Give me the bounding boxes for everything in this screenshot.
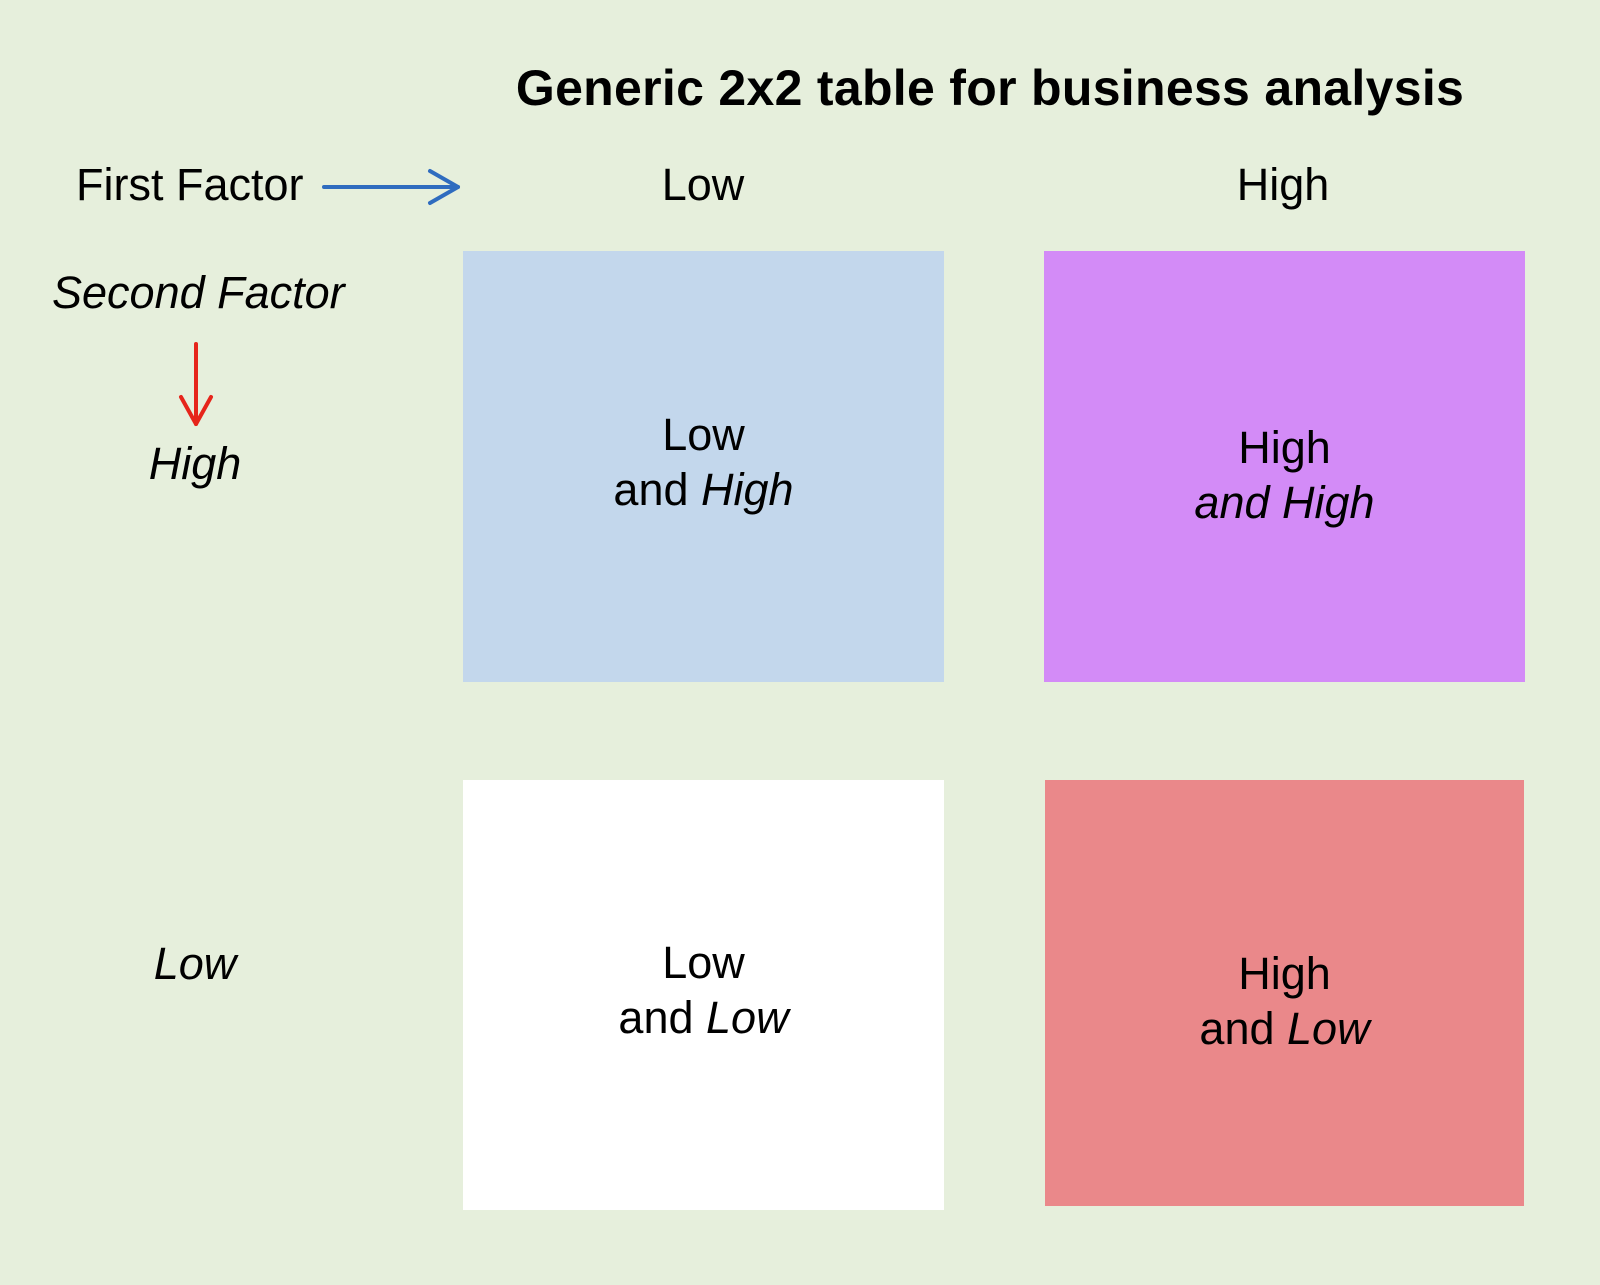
cell-line-second: and High: [613, 463, 793, 518]
cell-line-first: Low: [662, 408, 745, 460]
cell-line-second: and Low: [1199, 1002, 1369, 1057]
cell-line-first: Low: [662, 937, 745, 989]
cell-line-first: High: [1238, 421, 1331, 473]
cell-high-and-high: High and High: [1044, 251, 1525, 682]
first-factor-label: First Factor: [76, 159, 304, 210]
cell-low-and-low: Low and Low: [463, 780, 944, 1210]
column-header-high: High: [1236, 159, 1330, 210]
cell-line-second: and Low: [618, 991, 788, 1046]
cell-text-italic: High: [701, 463, 794, 515]
cell-high-and-low: High and Low: [1045, 780, 1524, 1206]
arrow-right-icon: [322, 169, 460, 205]
cell-line-second: and High: [1194, 476, 1375, 528]
cell-text-plain: and: [613, 463, 702, 515]
row-header-high: High: [148, 438, 242, 489]
cell-low-and-high: Low and High: [463, 251, 944, 682]
second-factor-label: Second Factor: [52, 267, 345, 318]
cell-text-plain: and: [1199, 1003, 1288, 1054]
arrow-down-icon: [179, 342, 213, 426]
page-title: Generic 2x2 table for business analysis: [515, 60, 1465, 116]
column-header-low: Low: [661, 159, 745, 210]
cell-line-first: High: [1238, 948, 1331, 1000]
cell-text-italic: Low: [1287, 1003, 1370, 1054]
cell-text-plain: and: [618, 992, 707, 1043]
row-header-low: Low: [153, 938, 237, 989]
cell-text-italic: Low: [706, 992, 789, 1043]
